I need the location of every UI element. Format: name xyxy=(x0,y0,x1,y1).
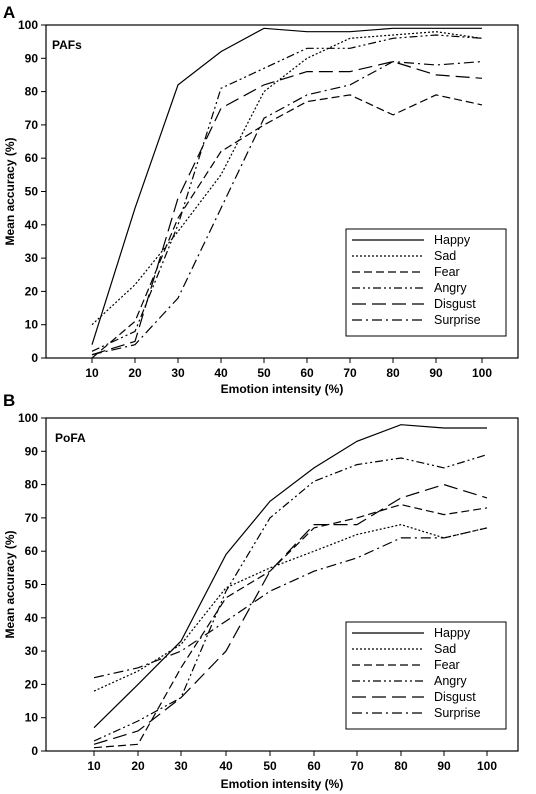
x-tick-label: 10 xyxy=(87,759,101,773)
legend-label-disgust: Disgust xyxy=(434,690,476,704)
series-line-sad xyxy=(93,523,488,692)
legend-label-angry: Angry xyxy=(434,674,467,688)
y-tick-label: 80 xyxy=(25,85,39,99)
x-tick-label: 60 xyxy=(307,759,321,773)
y-tick-label: 70 xyxy=(25,118,39,132)
legend-label-sad: Sad xyxy=(434,642,456,656)
legend-label-fear: Fear xyxy=(434,265,460,279)
y-tick-label: 20 xyxy=(25,284,39,298)
y-tick-label: 50 xyxy=(25,578,39,592)
x-axis-label: Emotion intensity (%) xyxy=(221,382,344,396)
x-tick-label: 50 xyxy=(263,759,277,773)
x-tick-label: 70 xyxy=(350,759,364,773)
legend-box xyxy=(345,621,507,730)
x-tick-label: 80 xyxy=(386,366,400,380)
x-tick-label: 70 xyxy=(343,366,357,380)
x-tick-label: 100 xyxy=(472,366,492,380)
x-tick-label: 90 xyxy=(437,759,451,773)
y-tick-label: 100 xyxy=(18,411,38,425)
y-axis-label: Mean accuracy (%) xyxy=(3,137,17,245)
x-tick-label: 20 xyxy=(131,759,145,773)
x-tick-label: 30 xyxy=(171,366,185,380)
series-line-angry xyxy=(93,454,488,742)
y-tick-label: 30 xyxy=(25,251,39,265)
x-tick-label: 50 xyxy=(257,366,271,380)
y-tick-label: 0 xyxy=(31,351,38,365)
x-tick-label: 40 xyxy=(214,366,228,380)
x-tick-label: 10 xyxy=(85,366,99,380)
x-tick-label: 20 xyxy=(128,366,142,380)
panel-letter: B xyxy=(3,391,15,410)
series-line-sad xyxy=(91,31,483,326)
legend-label-sad: Sad xyxy=(434,249,456,263)
series-line-disgust xyxy=(93,483,488,745)
x-axis-label: Emotion intensity (%) xyxy=(221,777,344,791)
series-line-fear xyxy=(91,94,483,359)
series-line-surprise xyxy=(91,60,483,356)
series-line-happy xyxy=(91,27,482,345)
panel-b: B 0 10 20 30 40 50 60 70 80 90 100 10 20 30 40 50 60 70 80 9… xyxy=(3,391,519,791)
y-axis-label: Mean accuracy (%) xyxy=(3,530,17,638)
y-tick-label: 50 xyxy=(25,185,39,199)
x-tick-label: 60 xyxy=(300,366,314,380)
series-line-surprise xyxy=(93,527,488,679)
series-line-disgust xyxy=(91,60,483,356)
series-line-angry xyxy=(91,34,483,352)
legend: Happy Sad Fear Angry Disgust Surprise xyxy=(345,228,507,337)
x-tick-label: 80 xyxy=(394,759,408,773)
panel-a: A 0 10 20 30 40 50 60 70 80 90 100 10 20 30 40 50 60 70 80 9… xyxy=(3,3,519,396)
legend-label-fear: Fear xyxy=(434,658,460,672)
y-tick-label: 90 xyxy=(25,51,39,65)
series-line-fear xyxy=(93,503,488,749)
legend-label-disgust: Disgust xyxy=(434,297,476,311)
y-tick-label: 40 xyxy=(25,611,39,625)
y-tick-label: 60 xyxy=(25,151,39,165)
panel-inset-label: PAFs xyxy=(52,38,82,52)
y-tick-label: 10 xyxy=(25,318,39,332)
y-tick-label: 60 xyxy=(25,544,39,558)
y-tick-label: 100 xyxy=(18,18,38,32)
y-tick-label: 70 xyxy=(25,511,39,525)
y-tick-label: 10 xyxy=(25,711,39,725)
legend-label-happy: Happy xyxy=(434,626,471,640)
x-tick-label: 40 xyxy=(219,759,233,773)
legend-label-surprise: Surprise xyxy=(434,706,481,720)
legend-label-surprise: Surprise xyxy=(434,313,481,327)
panel-letter: A xyxy=(3,3,15,22)
y-tick-label: 30 xyxy=(25,644,39,658)
x-tick-label: 90 xyxy=(429,366,443,380)
y-tick-label: 90 xyxy=(25,444,39,458)
panel-inset-label: PoFA xyxy=(55,431,86,445)
y-tick-label: 80 xyxy=(25,478,39,492)
x-tick-label: 100 xyxy=(477,759,497,773)
legend-label-happy: Happy xyxy=(434,233,471,247)
legend-label-angry: Angry xyxy=(434,281,467,295)
x-tick-label: 30 xyxy=(174,759,188,773)
series-line-happy xyxy=(93,424,487,729)
y-tick-label: 40 xyxy=(25,218,39,232)
legend: Happy Sad Fear Angry Disgust Surprise xyxy=(345,621,507,730)
legend-box xyxy=(345,228,507,337)
y-tick-label: 0 xyxy=(31,744,38,758)
y-tick-label: 20 xyxy=(25,677,39,691)
